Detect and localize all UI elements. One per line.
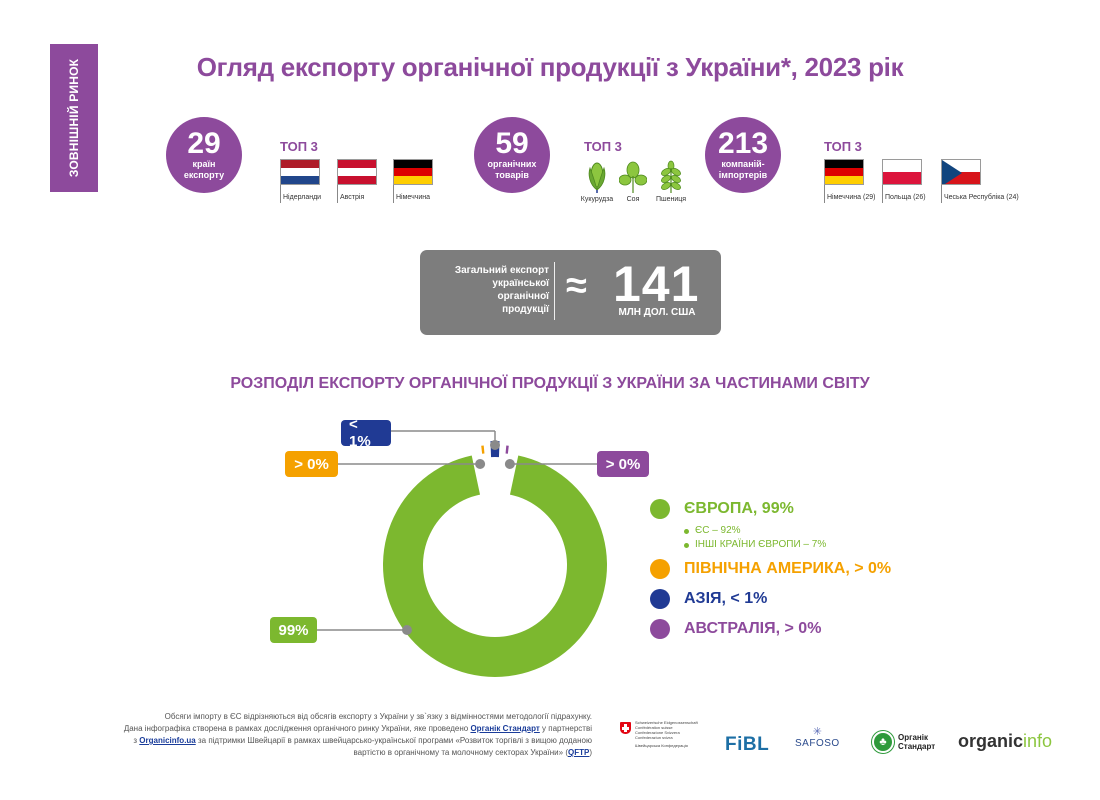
- swiss-cross-icon: [620, 722, 631, 734]
- flag-poland-icon: [882, 159, 922, 185]
- importers-count: 213: [717, 127, 769, 160]
- breakdown-item-eu: ЄС – 92%: [684, 524, 891, 538]
- connector-dot-asia: [490, 440, 500, 450]
- flag-item-netherlands: Нідерланди: [280, 159, 340, 203]
- page-title: Огляд експорту органічної продукції з Ук…: [196, 52, 904, 82]
- slice-north-america: [481, 445, 485, 454]
- products-label-2: товарів: [495, 170, 529, 180]
- chart-legend: ЄВРОПА, 99% ЄС – 92% ІНШІ КРАЇНИ ЄВРОПИ …: [650, 494, 891, 644]
- legend-dot: [650, 619, 670, 639]
- countries-top3-label: ТОП 3: [280, 139, 318, 154]
- flag-germany-icon: [393, 159, 433, 185]
- qftp-link[interactable]: QFTP: [567, 748, 590, 757]
- tree-icon: ♣: [872, 731, 894, 753]
- product-corn: Кукурудза: [572, 160, 622, 203]
- country-name: Чеська Республіка (24): [944, 194, 1019, 201]
- wheat-icon: [661, 160, 681, 193]
- countries-stat: 29 країн експорту: [166, 117, 242, 193]
- flag-germany-icon: [824, 159, 864, 185]
- organik-standard-logo: ♣ Органік Стандарт: [872, 731, 935, 753]
- importers-top3-label: ТОП 3: [824, 139, 862, 154]
- flag-item-germany: Німеччина: [393, 159, 453, 203]
- flag-netherlands-icon: [280, 159, 320, 185]
- product-wheat: Пшениця: [646, 160, 696, 203]
- swiss-confederation-logo: Schweizerische Eidgenossenschaft Confédé…: [620, 720, 698, 748]
- slice-australia: [505, 445, 509, 454]
- connector-dot-europe: [402, 625, 412, 635]
- importers-stat: 213 компаній- імпортерів: [705, 117, 781, 193]
- chart-title: РОЗПОДІЛ ЕКСПОРТУ ОРГАНІЧНОЇ ПРОДУКЦІЇ З…: [230, 375, 870, 392]
- countries-label-1: країн: [192, 159, 216, 169]
- soy-icon: [619, 161, 647, 193]
- product-soy: Соя: [608, 160, 658, 203]
- country-name: Німеччина (29): [827, 194, 876, 201]
- organicinfo-logo: organicinfo: [958, 731, 1053, 751]
- divider: [554, 262, 555, 320]
- products-top3-label: ТОП 3: [584, 139, 622, 154]
- flag-czech-icon: [941, 159, 981, 185]
- flag-item-austria: Австрія: [337, 159, 397, 203]
- europe-breakdown: ЄС – 92% ІНШІ КРАЇНИ ЄВРОПИ – 7%: [650, 524, 891, 552]
- country-name: Австрія: [340, 194, 365, 201]
- organicinfo-link[interactable]: Organicinfo.ua: [139, 736, 196, 745]
- importers-label-2: імпортерів: [718, 170, 768, 180]
- legend-item-asia: АЗІЯ, < 1%: [650, 584, 891, 614]
- product-name: Кукурудза: [580, 196, 614, 203]
- footnote: Обсяги імпорту в ЄС відрізняються від об…: [123, 712, 592, 757]
- legend-label: ПІВНІЧНА АМЕРИКА, > 0%: [684, 560, 892, 577]
- legend-dot: [650, 589, 670, 609]
- total-export-unit: МЛН ДОЛ. США: [618, 307, 696, 318]
- callout-europe: 99%: [270, 617, 317, 643]
- fibl-logo: FiBL: [725, 734, 770, 755]
- total-export-box: Загальний експорт української органічної…: [420, 250, 721, 335]
- countries-label-2: експорту: [183, 170, 225, 180]
- legend-item-australia: АВСТРАЛІЯ, > 0%: [650, 614, 891, 644]
- country-name: Польща (26): [885, 194, 926, 201]
- legend-label: АВСТРАЛІЯ, > 0%: [684, 620, 822, 637]
- country-name: Нідерланди: [283, 194, 322, 201]
- legend-label: АЗІЯ, < 1%: [684, 590, 768, 607]
- organik-standard-link[interactable]: Органік Стандарт: [470, 724, 540, 733]
- product-name: Пшениця: [655, 196, 687, 203]
- importers-label-1: компаній-: [721, 159, 765, 169]
- safoso-star-icon: ✳: [812, 726, 822, 738]
- callout-australia: > 0%: [597, 451, 649, 477]
- slice-europe: [383, 455, 608, 677]
- flag-austria-icon: [337, 159, 377, 185]
- legend-item-europe: ЄВРОПА, 99%: [650, 494, 891, 524]
- legend-dot: [650, 499, 670, 519]
- flag-item-poland: Польща (26): [882, 159, 942, 203]
- flag-item-germany-importers: Німеччина (29): [824, 159, 884, 203]
- section-tab: ЗОВНІШНІЙ РИНОК: [50, 44, 98, 192]
- approx-sign: ≈: [566, 265, 587, 307]
- callout-asia: < 1%: [341, 416, 391, 450]
- total-export-value: 141: [613, 256, 700, 312]
- legend-label: ЄВРОПА, 99%: [684, 500, 794, 517]
- product-name: Соя: [626, 196, 640, 203]
- breakdown-item-other-europe: ІНШІ КРАЇНИ ЄВРОПИ – 7%: [684, 538, 891, 552]
- country-name: Німеччина: [396, 194, 431, 201]
- total-export-description: Загальний експорт української органічної…: [454, 265, 549, 315]
- products-count: 59: [495, 127, 529, 160]
- connector-dot-north-america: [475, 459, 486, 469]
- products-stat: 59 органічних товарів: [474, 117, 550, 193]
- flag-item-czech: Чеська Республіка (24): [941, 159, 1019, 203]
- corn-icon: [588, 162, 606, 193]
- products-label-1: органічних: [487, 159, 537, 169]
- countries-count: 29: [187, 127, 221, 160]
- legend-dot: [650, 559, 670, 579]
- callout-north-america: > 0%: [285, 451, 338, 477]
- safoso-logo: ✳ SAFOSO: [795, 726, 840, 750]
- connector-dot-australia: [504, 459, 515, 469]
- legend-item-north-america: ПІВНІЧНА АМЕРИКА, > 0%: [650, 554, 891, 584]
